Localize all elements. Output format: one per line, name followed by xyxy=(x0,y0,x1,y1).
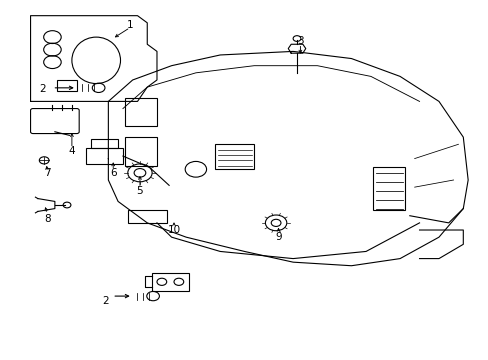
Bar xyxy=(91,139,118,148)
Text: 5: 5 xyxy=(136,186,143,196)
Text: 3: 3 xyxy=(297,36,303,46)
Text: 4: 4 xyxy=(68,147,75,157)
Text: 1: 1 xyxy=(127,19,133,30)
Text: 2: 2 xyxy=(40,84,46,94)
Text: 7: 7 xyxy=(44,168,51,178)
Text: 6: 6 xyxy=(110,168,116,178)
Text: 8: 8 xyxy=(44,214,51,224)
Text: 10: 10 xyxy=(167,225,180,235)
Bar xyxy=(372,167,404,210)
Bar xyxy=(86,148,122,164)
Text: 2: 2 xyxy=(102,296,109,306)
Bar xyxy=(152,273,188,291)
Bar xyxy=(215,144,254,169)
Bar xyxy=(57,80,77,91)
Bar xyxy=(127,210,166,223)
Text: 9: 9 xyxy=(275,232,281,242)
Bar xyxy=(125,98,157,126)
Bar xyxy=(125,137,157,166)
